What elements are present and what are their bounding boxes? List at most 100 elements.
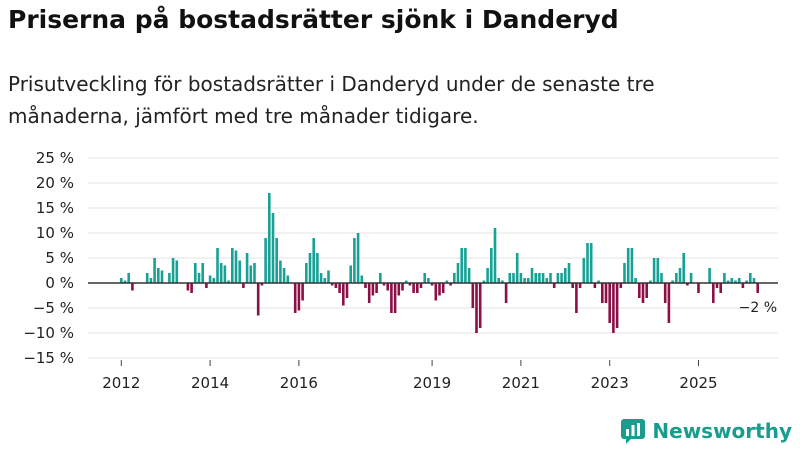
bar [190,283,193,293]
bar [401,283,404,291]
bar [741,283,745,288]
bar [256,283,260,316]
bar [342,283,345,306]
bar [149,278,153,283]
y-tick-label: −15 % [23,349,74,367]
y-tick-label: 25 % [36,149,74,167]
bar [338,283,341,293]
bar [686,283,689,286]
bar [567,263,571,283]
bar [253,263,256,283]
bar [390,283,393,313]
bar [652,258,656,283]
bar [560,273,563,283]
bar [412,283,415,293]
bar [523,278,526,283]
bar [131,283,134,291]
bar [556,273,560,283]
bar [689,273,693,283]
bar [715,283,719,288]
bar [745,280,748,283]
bar [297,283,301,311]
bar [719,283,722,293]
bar [175,260,179,283]
bar [708,268,711,283]
bar [612,283,615,333]
newsworthy-logo-icon [621,419,646,444]
bar [608,283,611,323]
bar [726,280,730,283]
bar [423,273,426,283]
bar [756,283,759,293]
bar [601,283,604,303]
bar [641,283,645,303]
bar [678,268,682,283]
bar [671,280,674,283]
bar [445,280,449,283]
bar [305,263,308,283]
y-tick-label: 5 % [45,249,74,267]
bar [453,273,456,283]
bar [208,275,212,283]
bar [308,253,312,283]
bar [127,273,130,283]
bar [490,248,493,283]
bar [675,273,678,283]
bar [427,278,430,283]
bar [663,283,667,303]
bar [619,283,623,288]
bar [371,283,375,296]
bar [508,273,512,283]
bar [356,233,360,283]
bar [589,243,593,283]
bar [260,283,264,286]
bar [393,283,397,313]
chart-subtitle: Prisutveckling för bostadsrätter i Dande… [8,72,655,128]
bar [382,283,386,286]
bar [697,283,700,293]
bar [223,265,227,283]
bar [186,283,190,291]
bar [604,283,608,303]
x-tick-label: 2023 [591,374,629,392]
bar [478,283,482,328]
bar [586,243,589,283]
bar [615,283,619,328]
bar [667,283,671,323]
bar [168,273,171,283]
bar [515,253,519,283]
bar [737,278,741,283]
bar [245,253,249,283]
bar [730,278,734,283]
bar [216,248,219,283]
bar [194,263,197,283]
bar [286,275,290,283]
bar [530,268,534,283]
x-tick-label: 2014 [191,374,229,392]
bar [345,283,349,298]
bar [249,265,253,283]
y-tick-label: 15 % [36,199,74,217]
bar [438,283,441,296]
y-tick-label: 0 % [45,274,74,292]
bar [367,283,371,303]
bar [145,273,149,283]
y-tick-label: −5 % [33,299,74,317]
bar [493,228,497,283]
bar [634,278,637,283]
bar [464,248,467,283]
bar [268,193,271,283]
y-tick-label: 10 % [36,224,74,242]
bar [327,270,330,283]
bar [316,253,319,283]
bar [538,273,541,283]
y-tick-label: 20 % [36,174,74,192]
bar [752,278,756,283]
bar [219,263,223,283]
bar [712,283,715,303]
bar [379,273,382,283]
bar [330,283,334,286]
x-tick-label: 2019 [413,374,451,392]
bar [293,283,297,313]
